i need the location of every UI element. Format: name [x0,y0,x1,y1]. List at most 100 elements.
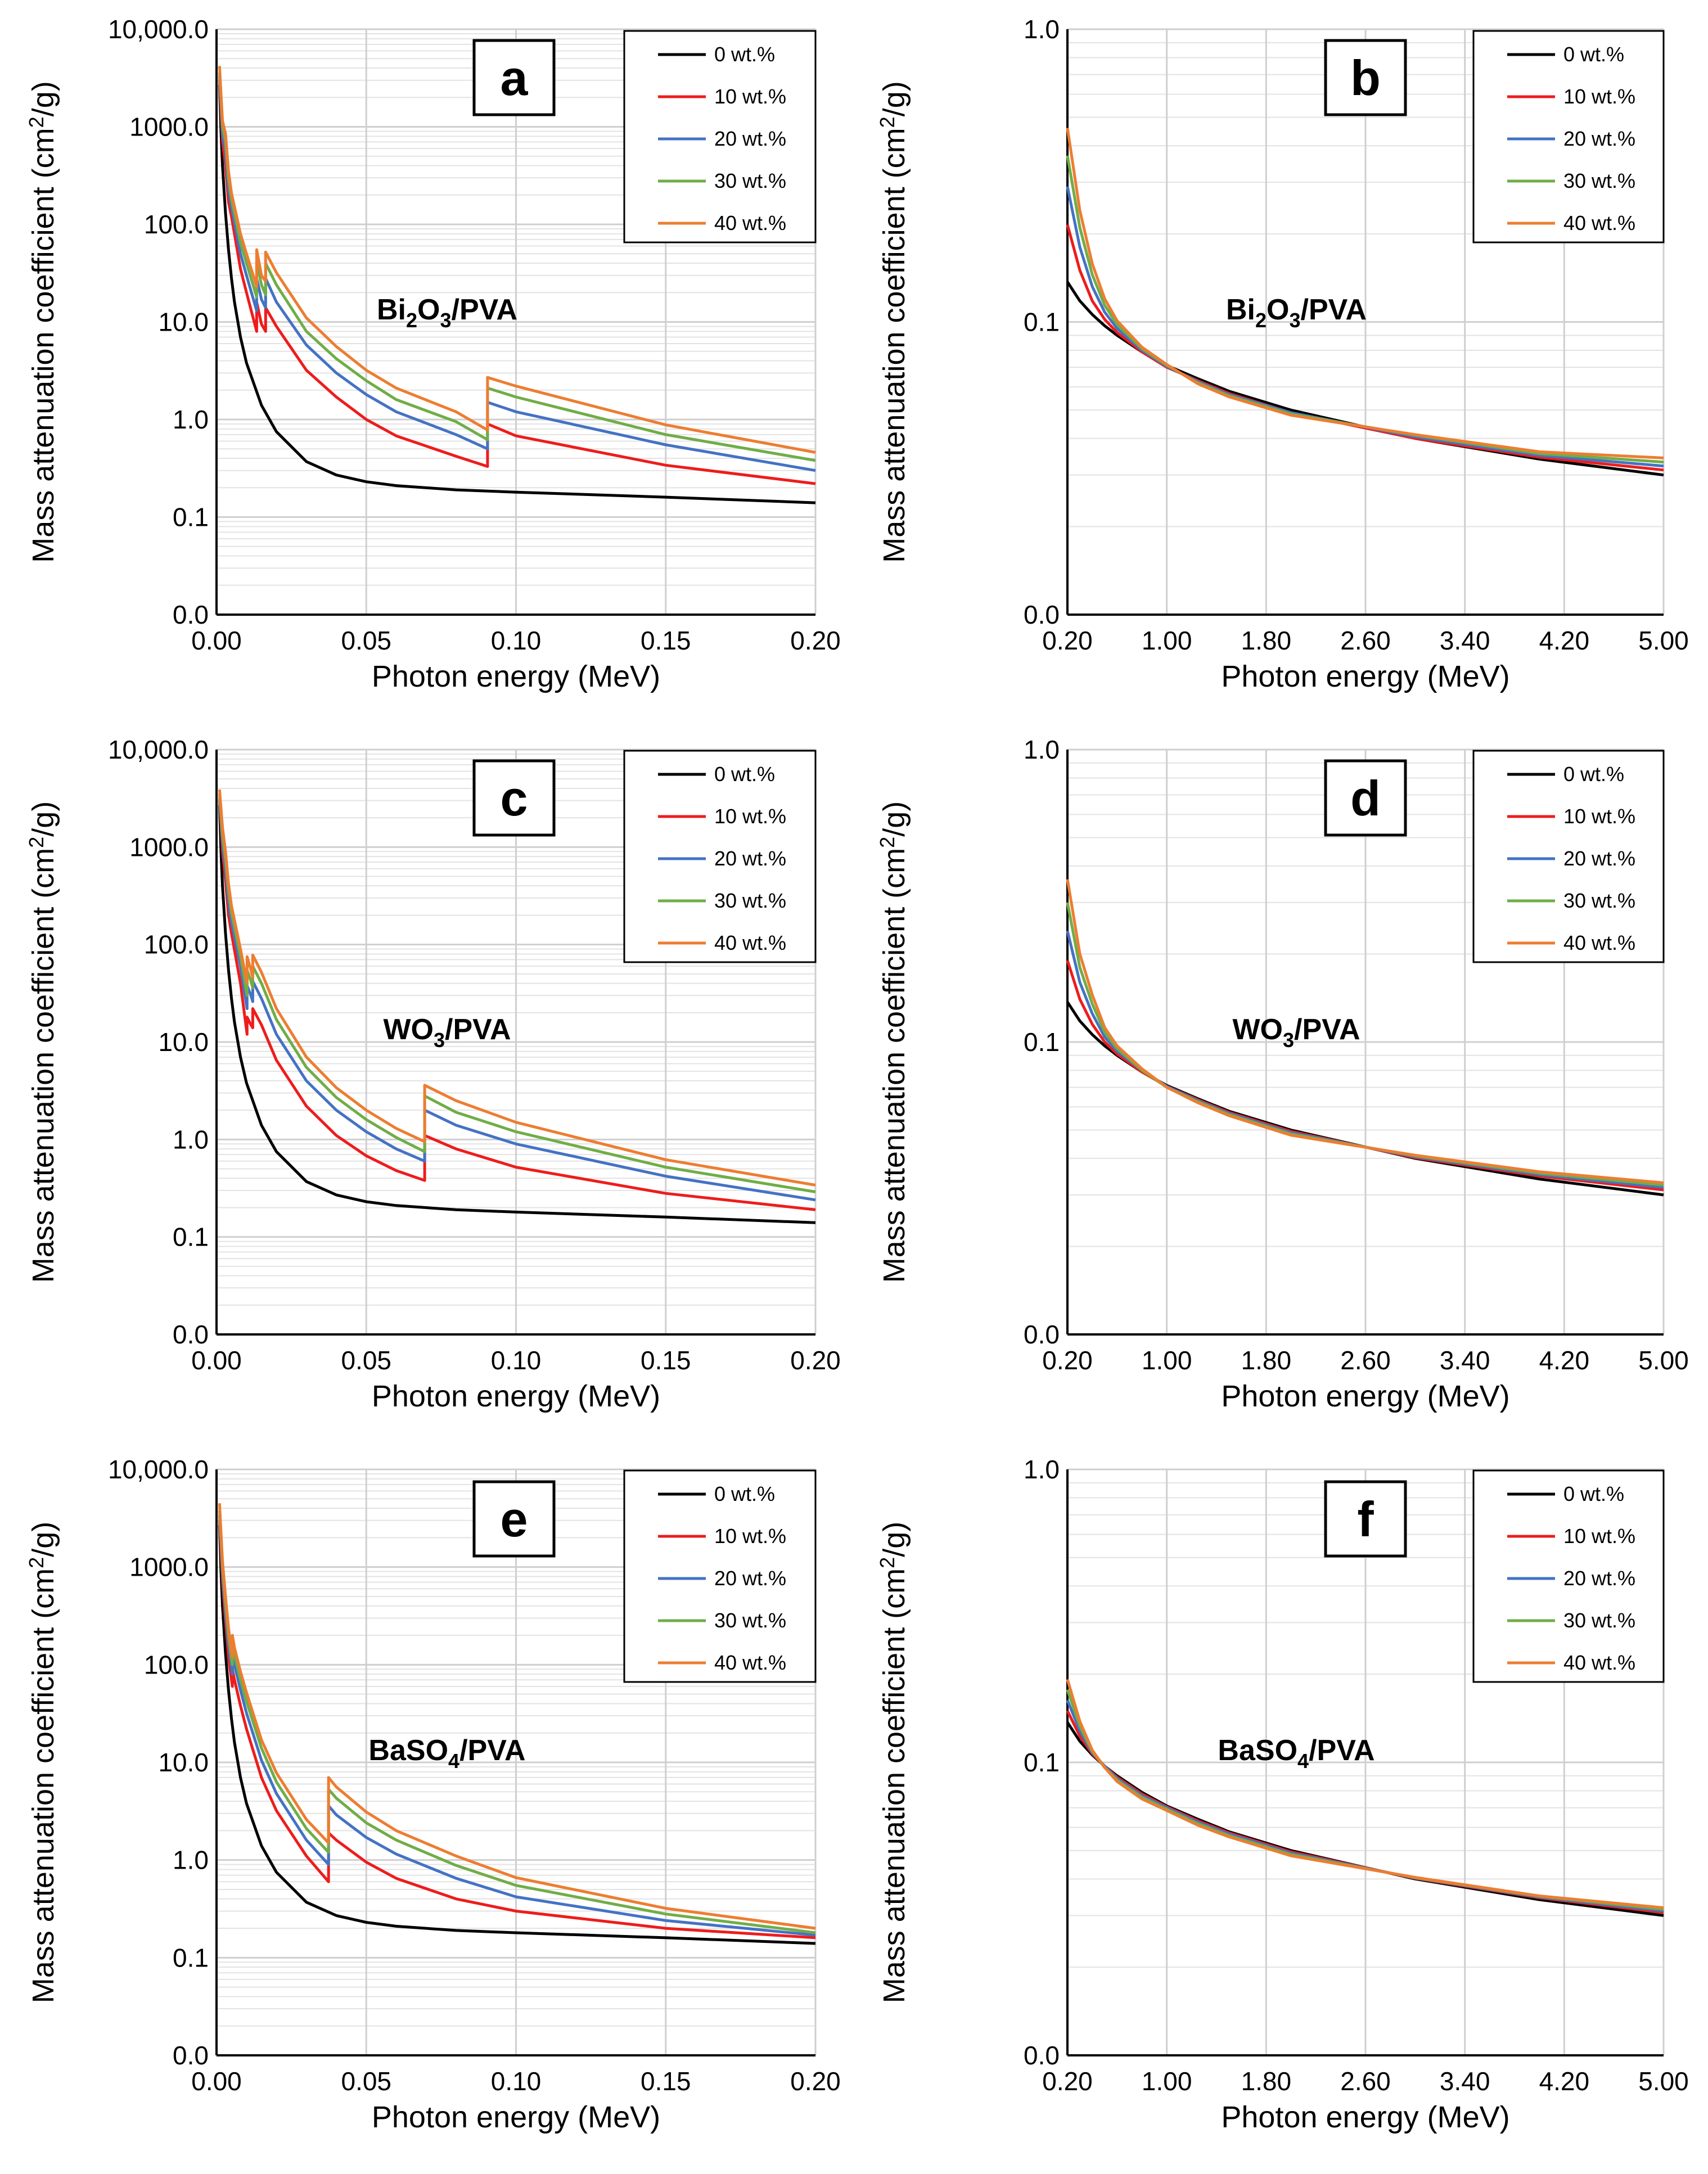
x-tick-label: 0.00 [191,626,242,655]
y-axis-title: Mass attenuation coefficient (cm2/g) [876,1522,911,2003]
x-tick-label: 0.20 [790,2067,841,2096]
legend-label: 30 wt.% [714,169,786,192]
series-line-40-wt [1066,879,1664,1184]
x-tick-label: 0.15 [641,1346,691,1375]
series-group [218,1503,816,1945]
legend-label: 0 wt.% [714,1482,775,1505]
x-tick-label: 0.15 [641,626,691,655]
y-axis-title: Mass attenuation coefficient (cm2/g) [25,1522,60,2003]
panel-letter: b [1350,50,1381,106]
chart-panel-c: 0.0 0.1 1.0 10.0 100.0 1000.0 10,000.0 0.00 0.05… [25,735,841,1413]
legend-frame [1472,750,1665,963]
legend-frame [623,750,817,963]
x-tick-label: 0.10 [491,626,542,655]
x-tick-label: 0.20 [1042,626,1093,655]
panel-letter: c [501,770,528,826]
series-line-10-wt [218,1520,816,1940]
x-tick-label: 0.20 [790,1346,841,1375]
x-tick-label: 5.00 [1638,626,1689,655]
y-tick-label: 100.0 [144,210,209,239]
x-tick-label: 0.10 [491,1346,542,1375]
series-group [1066,879,1664,1197]
panel-letter-box: b [1324,39,1407,116]
y-tick-label: 1000.0 [129,832,209,862]
y-tick-label: 1.0 [1024,735,1060,764]
panel-letter-frame [472,1480,556,1558]
x-tick-label: 4.20 [1539,2067,1590,2096]
x-tick-label: 1.80 [1241,1346,1292,1375]
legend-label: 0 wt.% [1563,1482,1624,1505]
x-tick-label: 4.20 [1539,1346,1590,1375]
x-axis-title: Photon energy (MeV) [1221,2100,1509,2134]
legend-frame [623,1469,817,1683]
panel-letter: a [501,50,529,106]
panel-letter-frame [1324,1480,1407,1558]
legend-label: 0 wt.% [714,763,775,786]
legend-label: 0 wt.% [1563,763,1624,786]
y-tick-label: 0.1 [173,1223,209,1252]
y-tick-label: 0.0 [1024,600,1060,629]
legend-label: 10 wt.% [1563,805,1635,828]
legend-label: 0 wt.% [714,43,775,66]
x-tick-label: 0.20 [1042,1346,1093,1375]
legend-label: 10 wt.% [714,805,786,828]
y-axis-title: Mass attenuation coefficient (cm2/g) [25,81,60,562]
panel-letter: d [1350,770,1381,826]
x-axis-title: Photon energy (MeV) [372,1379,660,1413]
x-tick-label: 0.05 [341,2067,391,2096]
y-tick-label: 10.0 [158,1027,209,1057]
x-tick-label: 0.15 [641,2067,691,2096]
x-tick-label: 3.40 [1440,2067,1490,2096]
y-tick-label: 0.0 [1024,1320,1060,1349]
legend-label: 30 wt.% [714,889,786,912]
series-line-40-wt [1066,128,1664,459]
series-group [218,789,816,1224]
y-tick-label: 0.0 [1024,2041,1060,2070]
x-axis-title: Photon energy (MeV) [1221,1379,1509,1413]
y-tick-label: 10.0 [158,308,209,337]
x-tick-label: 1.00 [1142,2067,1192,2096]
composite-annotation: BaSO4/PVA [368,1734,525,1772]
legend-label: 20 wt.% [714,1567,786,1590]
x-tick-label: 2.60 [1340,626,1391,655]
x-tick-label: 0.10 [491,2067,542,2096]
y-tick-label: 10,000.0 [108,735,209,764]
y-tick-label: 0.1 [173,1943,209,1972]
legend: 0 wt.% 10 wt.% 20 wt.% 30 wt.% 40 wt.% [1472,750,1665,963]
series-group [218,66,816,504]
legend-frame [623,30,817,243]
composite-annotation: BaSO4/PVA [1218,1734,1374,1772]
y-tick-label: 1000.0 [129,112,209,142]
x-tick-label: 3.40 [1440,626,1490,655]
series-line-40-wt [218,789,816,1187]
series-line-10-wt [218,800,816,1211]
legend-label: 10 wt.% [1563,85,1635,108]
series-group [1066,128,1664,477]
series-line-40-wt [218,66,816,454]
y-tick-label: 10,000.0 [108,1455,209,1484]
chart-panel-b: 0.0 0.1 1.0 0.20 1.00 1.80 2.60 3.40 4.20 5.00 Pho… [876,15,1689,693]
x-tick-label: 5.00 [1638,2067,1689,2096]
legend-label: 10 wt.% [1563,1524,1635,1548]
legend-label: 30 wt.% [1563,1609,1635,1632]
y-tick-label: 0.1 [1024,1748,1060,1777]
x-tick-label: 0.05 [341,1346,391,1375]
series-line-40-wt [1066,1679,1664,1909]
x-tick-label: 1.00 [1142,626,1192,655]
y-tick-label: 1.0 [173,405,209,434]
legend: 0 wt.% 10 wt.% 20 wt.% 30 wt.% 40 wt.% [623,750,817,963]
y-tick-label: 0.1 [173,503,209,532]
legend-label: 40 wt.% [714,1651,786,1674]
x-tick-label: 2.60 [1340,1346,1391,1375]
series-line-0-wt [218,84,816,504]
legend-label: 40 wt.% [1563,1651,1635,1674]
legend-label: 30 wt.% [1563,889,1635,912]
panel-letter-frame [1324,39,1407,116]
composite-annotation: Bi2O3/PVA [1226,294,1367,332]
y-tick-label: 1.0 [1024,1455,1060,1484]
x-tick-label: 1.80 [1241,2067,1292,2096]
chart-panel-d: 0.0 0.1 1.0 0.20 1.00 1.80 2.60 3.40 4.20 5.00 Pho… [876,735,1689,1413]
x-axis-title: Photon energy (MeV) [372,2100,660,2134]
chart-panel-a: 0.0 0.1 1.0 10.0 100.0 1000.0 10,000.0 0.00 0.05… [25,15,841,693]
panel-letter-box: d [1324,759,1407,837]
